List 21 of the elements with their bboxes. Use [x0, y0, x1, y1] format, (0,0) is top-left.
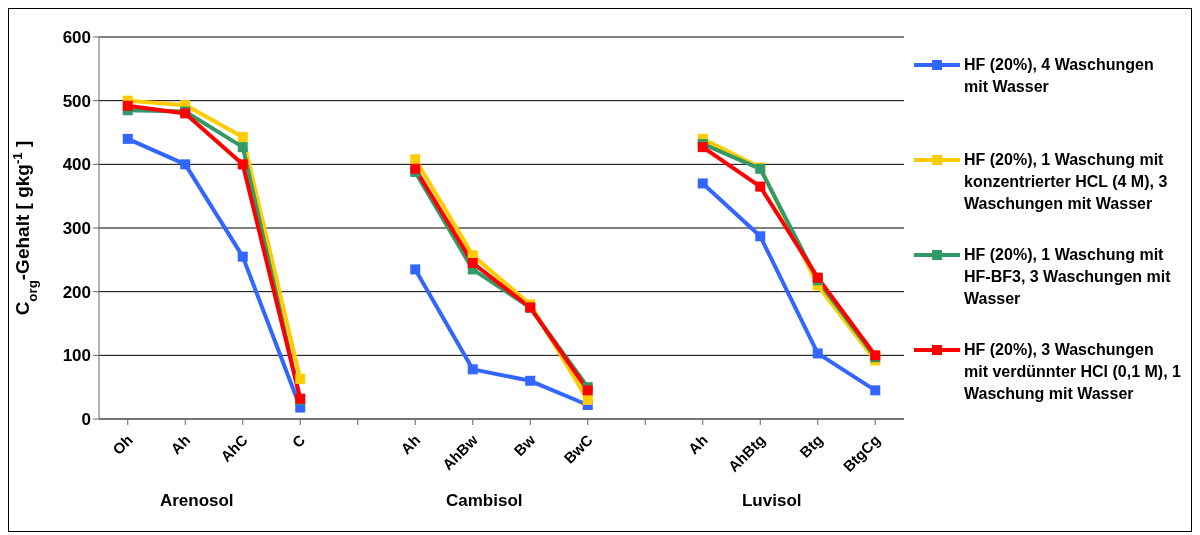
- x-tick-label: Ah: [167, 431, 194, 458]
- y-tick-label: 200: [62, 282, 91, 302]
- x-tick-label: Ah: [397, 431, 424, 458]
- legend-label: HF (20%), 1 Waschung mit HF-BF3, 3 Waschungen mit Wasser: [964, 245, 1172, 309]
- y-tick-label: 400: [62, 155, 91, 175]
- text: Cambisol: [445, 491, 524, 511]
- x-tick-label: Oh: [109, 431, 136, 458]
- legend-label: HF (20%), 1 Waschung mit konzentrierter HCL (4 M), 3 Waschungen mit Wasser: [964, 150, 1169, 214]
- x-tick-label: Bw: [510, 430, 539, 460]
- x-tick-label: C: [288, 430, 309, 451]
- text: Arenosol: [158, 491, 235, 511]
- legend-label: HF (20%), 4 Waschungen mit Wasser: [964, 55, 1155, 97]
- text: Luvisol: [741, 491, 803, 511]
- y-tick-label: 300: [62, 219, 91, 239]
- x-tick-label: Btg: [796, 431, 826, 461]
- y-tick-label: 100: [62, 346, 91, 366]
- x-tick-label: Ah: [684, 431, 711, 458]
- y-tick-label: 600: [62, 28, 91, 48]
- y-tick-label: 500: [62, 91, 91, 111]
- legend-label: HF (20%), 3 Waschungen mit verdünnter HCl (0,1 M), 1 Waschung mit Wasser: [964, 340, 1182, 404]
- y-tick-label: 0: [81, 410, 91, 430]
